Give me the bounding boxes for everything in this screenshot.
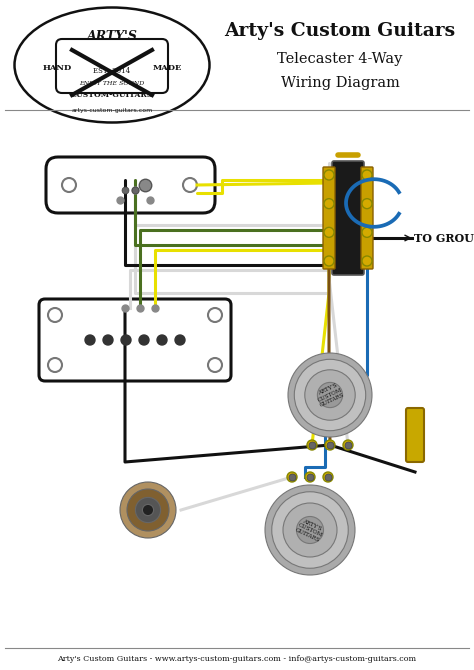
Text: ARTY'S
CUSTOM
GUITARS: ARTY'S CUSTOM GUITARS — [314, 382, 346, 408]
Circle shape — [283, 503, 337, 557]
Text: artys-custom-guitars.com: artys-custom-guitars.com — [72, 108, 153, 113]
Circle shape — [362, 199, 372, 208]
Circle shape — [325, 440, 335, 450]
Circle shape — [362, 256, 372, 266]
Circle shape — [305, 370, 355, 420]
Circle shape — [157, 335, 167, 345]
Circle shape — [343, 440, 353, 450]
Circle shape — [324, 199, 334, 208]
Circle shape — [85, 335, 95, 345]
Circle shape — [318, 383, 343, 407]
Text: TO GROUND: TO GROUND — [414, 232, 474, 243]
Text: ENJOY THE SOUND: ENJOY THE SOUND — [79, 81, 145, 86]
Circle shape — [265, 485, 355, 575]
Circle shape — [362, 227, 372, 237]
Circle shape — [103, 335, 113, 345]
Circle shape — [120, 482, 176, 538]
Text: EST  2014: EST 2014 — [93, 67, 130, 75]
Circle shape — [297, 517, 323, 543]
FancyBboxPatch shape — [332, 161, 364, 275]
Text: Arty's Custom Guitars - www.artys-custom-guitars.com - info@artys-custom-guitars: Arty's Custom Guitars - www.artys-custom… — [57, 655, 417, 663]
Circle shape — [175, 335, 185, 345]
Circle shape — [127, 489, 169, 531]
Circle shape — [139, 335, 149, 345]
Text: ARTY'S
CUSTOM
GUITARS: ARTY'S CUSTOM GUITARS — [294, 517, 326, 543]
Text: Wiring Diagram: Wiring Diagram — [281, 76, 400, 90]
Circle shape — [272, 492, 348, 568]
Circle shape — [324, 170, 334, 180]
FancyBboxPatch shape — [323, 167, 335, 269]
Text: ARTY'S: ARTY'S — [87, 31, 137, 44]
FancyBboxPatch shape — [361, 167, 373, 269]
Circle shape — [136, 497, 161, 523]
Text: Arty's Custom Guitars: Arty's Custom Guitars — [224, 22, 456, 40]
Circle shape — [121, 335, 131, 345]
Circle shape — [288, 353, 372, 437]
Circle shape — [362, 170, 372, 180]
Text: MADE: MADE — [152, 64, 182, 72]
FancyBboxPatch shape — [56, 39, 168, 93]
Circle shape — [307, 440, 317, 450]
Circle shape — [305, 472, 315, 482]
Circle shape — [287, 472, 297, 482]
Circle shape — [324, 227, 334, 237]
Circle shape — [142, 505, 154, 516]
Circle shape — [324, 256, 334, 266]
Text: Telecaster 4-Way: Telecaster 4-Way — [277, 52, 403, 66]
Circle shape — [323, 472, 333, 482]
FancyBboxPatch shape — [406, 408, 424, 462]
Text: CUSTOM-GUITARS: CUSTOM-GUITARS — [71, 91, 153, 99]
Text: HAND: HAND — [42, 64, 72, 72]
Circle shape — [294, 359, 366, 431]
